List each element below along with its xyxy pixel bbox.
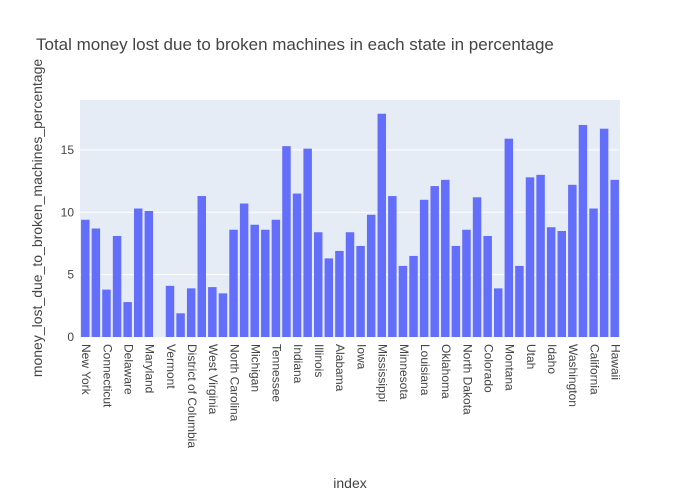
x-tick-label: Maryland — [143, 344, 157, 393]
bar[interactable] — [451, 245, 461, 337]
chart-title: Total money lost due to broken machines … — [36, 35, 554, 54]
y-tick-labels: 0 5 10 15 — [61, 143, 75, 344]
bar[interactable] — [515, 265, 524, 337]
bar[interactable] — [441, 179, 450, 337]
bar[interactable] — [557, 230, 566, 337]
x-tick-label: Alabama — [333, 344, 347, 392]
bar[interactable] — [134, 208, 143, 337]
x-tick-label: Oklahoma — [439, 344, 453, 399]
x-tick-label: New York — [79, 344, 93, 396]
bar[interactable] — [261, 229, 270, 337]
x-tick-label: Minnesota — [397, 344, 411, 400]
bar[interactable] — [335, 250, 344, 337]
bar[interactable] — [239, 203, 249, 337]
x-tick-labels: New York Connecticut Delaware Maryland Vermo… — [79, 344, 622, 448]
x-tick-label: California — [587, 344, 601, 395]
bar[interactable] — [525, 177, 535, 337]
bar[interactable] — [419, 199, 429, 337]
bar[interactable] — [123, 302, 132, 337]
bar[interactable] — [589, 208, 598, 337]
x-tick-label: Idaho — [545, 344, 559, 374]
x-tick-label: Delaware — [121, 344, 135, 395]
bar[interactable] — [568, 184, 577, 337]
y-tick-label: 10 — [61, 205, 75, 219]
bar[interactable] — [165, 285, 175, 337]
bar[interactable] — [578, 124, 588, 338]
x-tick-label: West Virginia — [206, 344, 220, 415]
x-tick-label: Montana — [503, 344, 517, 391]
bar[interactable] — [324, 258, 334, 337]
bar[interactable] — [81, 219, 90, 337]
x-tick-label: North Carolina — [227, 344, 241, 422]
bar[interactable] — [377, 113, 386, 337]
x-axis-title: index — [333, 475, 366, 491]
bars — [81, 113, 619, 338]
x-tick-label: Utah — [524, 344, 538, 369]
bar[interactable] — [536, 174, 545, 337]
bar[interactable] — [271, 219, 281, 337]
x-tick-label: Washington — [566, 344, 580, 407]
bar[interactable] — [366, 214, 376, 337]
bar[interactable] — [218, 293, 228, 337]
bar[interactable] — [144, 211, 154, 337]
bar[interactable] — [176, 313, 185, 337]
bar[interactable] — [462, 229, 471, 337]
bar[interactable] — [483, 235, 492, 337]
bar[interactable] — [398, 265, 408, 337]
bar[interactable] — [229, 229, 238, 337]
bar[interactable] — [292, 193, 302, 337]
x-tick-label: Hawaii — [609, 344, 623, 380]
y-tick-label: 5 — [67, 268, 74, 282]
bar[interactable] — [494, 288, 503, 337]
x-tick-label: Indiana — [291, 344, 305, 384]
bar[interactable] — [430, 186, 439, 337]
bar[interactable] — [303, 148, 312, 337]
x-tick-label: Michigan — [249, 344, 263, 392]
bar[interactable] — [409, 255, 418, 337]
x-tick-label: North Dakota — [460, 344, 474, 415]
bar[interactable] — [504, 138, 514, 337]
bar[interactable] — [345, 232, 355, 337]
y-tick-label: 0 — [67, 330, 74, 344]
bar[interactable] — [197, 196, 206, 337]
bar[interactable] — [186, 288, 196, 337]
bar[interactable] — [356, 245, 365, 337]
x-tick-label: Louisiana — [418, 344, 432, 396]
bar[interactable] — [282, 146, 291, 337]
x-tick-label: Vermont — [164, 344, 178, 389]
x-tick-label: District of Columbia — [185, 344, 199, 448]
bar[interactable] — [102, 289, 111, 337]
y-axis-title: money_lost_due_to_broken_machines_percen… — [29, 59, 45, 378]
bar[interactable] — [112, 235, 122, 337]
x-tick-label: Tennessee — [270, 344, 284, 402]
bar[interactable] — [250, 224, 259, 337]
x-tick-label: Colorado — [481, 344, 495, 393]
x-tick-label: Iowa — [354, 344, 368, 370]
bar[interactable] — [472, 197, 482, 337]
bar[interactable] — [388, 196, 397, 337]
x-tick-label: Connecticut — [100, 344, 114, 408]
bar[interactable] — [610, 179, 619, 337]
bar[interactable] — [546, 227, 556, 337]
x-tick-label: Mississippi — [376, 344, 390, 402]
bar[interactable] — [208, 287, 217, 337]
bar[interactable] — [314, 232, 323, 337]
bar[interactable] — [91, 228, 101, 337]
y-tick-label: 15 — [61, 143, 75, 157]
bar[interactable] — [599, 128, 609, 337]
x-tick-label: Illinois — [312, 344, 326, 377]
